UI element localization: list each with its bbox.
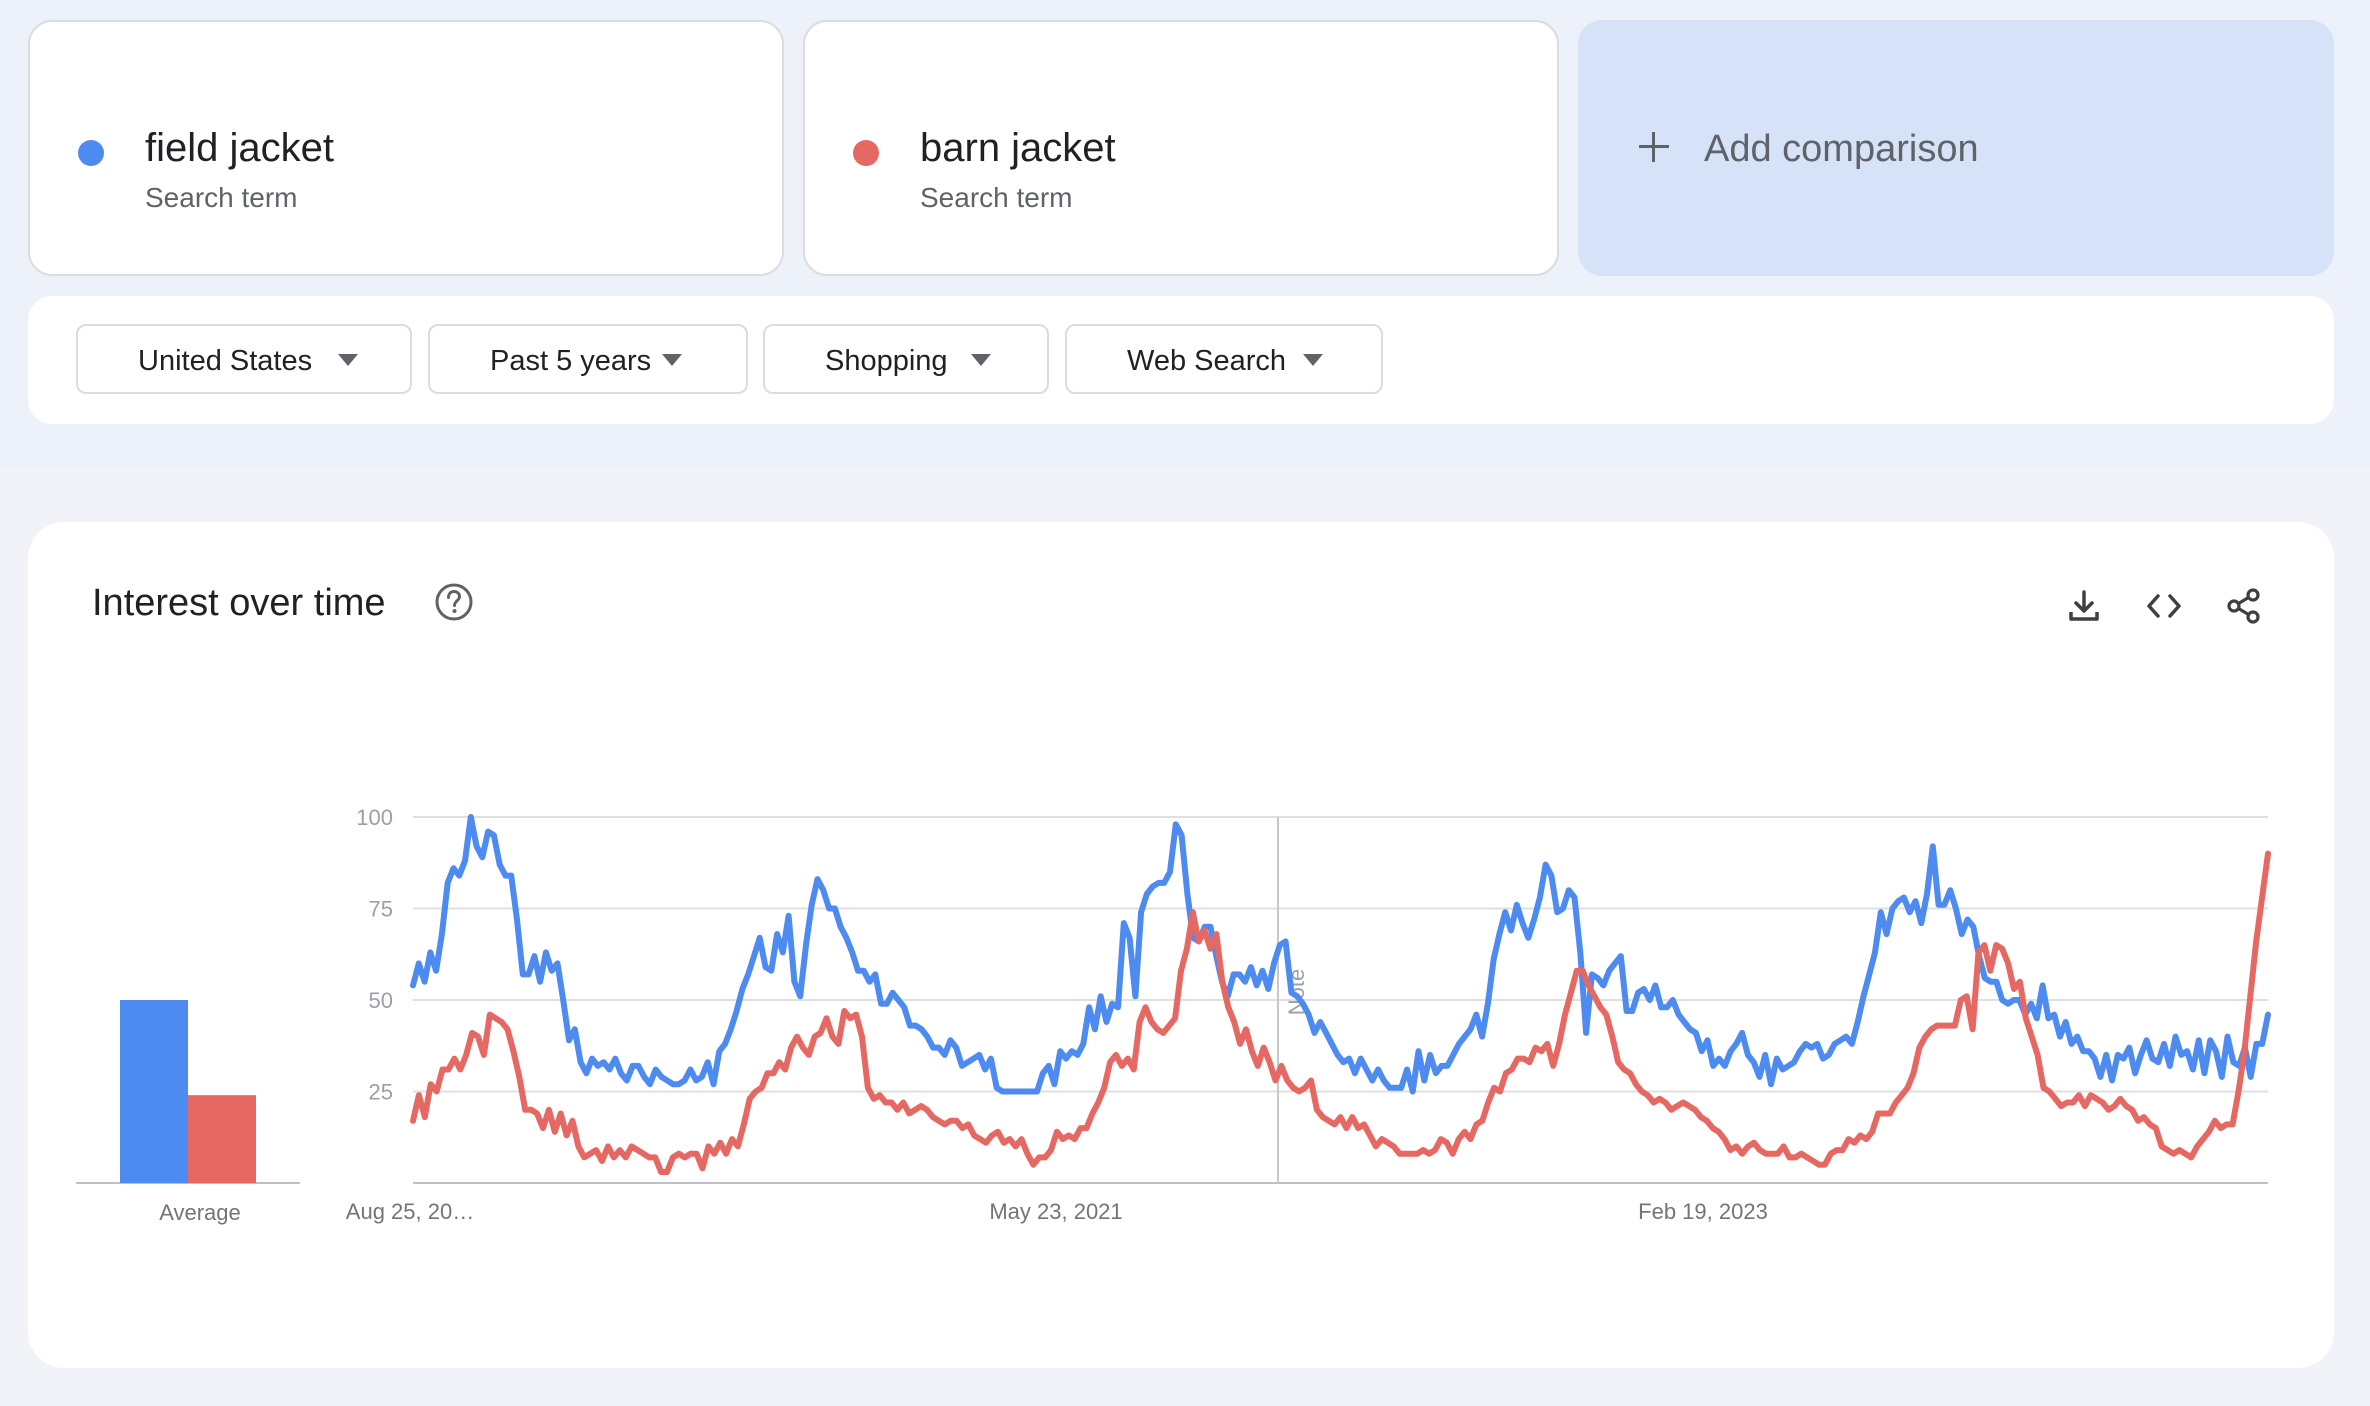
term-color-dot: [853, 140, 879, 166]
term-color-dot: [78, 140, 104, 166]
embed-icon[interactable]: [2144, 586, 2184, 626]
y-tick-label: 100: [356, 805, 393, 830]
chevron-down-icon: [971, 354, 991, 366]
filter-label: Shopping: [825, 345, 948, 377]
term-name[interactable]: field jacket: [145, 126, 334, 170]
plus-icon: [1632, 124, 1676, 168]
y-tick-label: 50: [369, 988, 393, 1013]
x-tick-label: May 23, 2021: [989, 1199, 1122, 1224]
term-card-field-jacket[interactable]: field jacket Search term: [28, 20, 784, 276]
filter-bar: United States Past 5 years Shopping Web …: [28, 296, 2334, 424]
chart-title: Interest over time: [92, 582, 386, 624]
term-name[interactable]: barn jacket: [920, 126, 1116, 170]
term-type-label: Search term: [920, 182, 1073, 213]
interest-over-time-card: Interest over time 100 75 50 25 Note Aug 25, …: [28, 522, 2334, 1368]
series-line: [410, 814, 2271, 1095]
filter-label: Web Search: [1127, 345, 1287, 377]
filter-label: Past 5 years: [490, 345, 652, 377]
average-bar: [188, 1095, 256, 1183]
average-bar: [120, 1000, 188, 1183]
search-type-filter-dropdown[interactable]: Web Search: [1065, 324, 1383, 394]
x-tick-label: Feb 19, 2023: [1638, 1199, 1768, 1224]
y-tick-label: 75: [369, 897, 393, 922]
time-range-filter-dropdown[interactable]: Past 5 years: [428, 324, 748, 394]
download-icon[interactable]: [2064, 586, 2104, 626]
x-tick-label: Aug 25, 20…: [346, 1199, 474, 1224]
add-comparison-label: Add comparison: [1704, 128, 1979, 170]
region-filter-dropdown[interactable]: United States: [76, 324, 412, 394]
help-icon[interactable]: [434, 582, 474, 622]
term-card-barn-jacket[interactable]: barn jacket Search term: [803, 20, 1559, 276]
share-icon[interactable]: [2224, 586, 2264, 626]
y-tick-label: 25: [369, 1080, 393, 1105]
chevron-down-icon: [662, 354, 682, 366]
category-filter-dropdown[interactable]: Shopping: [763, 324, 1049, 394]
chevron-down-icon: [338, 354, 358, 366]
average-label: Average: [159, 1200, 241, 1225]
term-type-label: Search term: [145, 182, 298, 213]
add-comparison-button[interactable]: Add comparison: [1578, 20, 2334, 276]
chevron-down-icon: [1303, 354, 1323, 366]
series-line: [410, 850, 2271, 1175]
filter-label: United States: [138, 345, 313, 377]
